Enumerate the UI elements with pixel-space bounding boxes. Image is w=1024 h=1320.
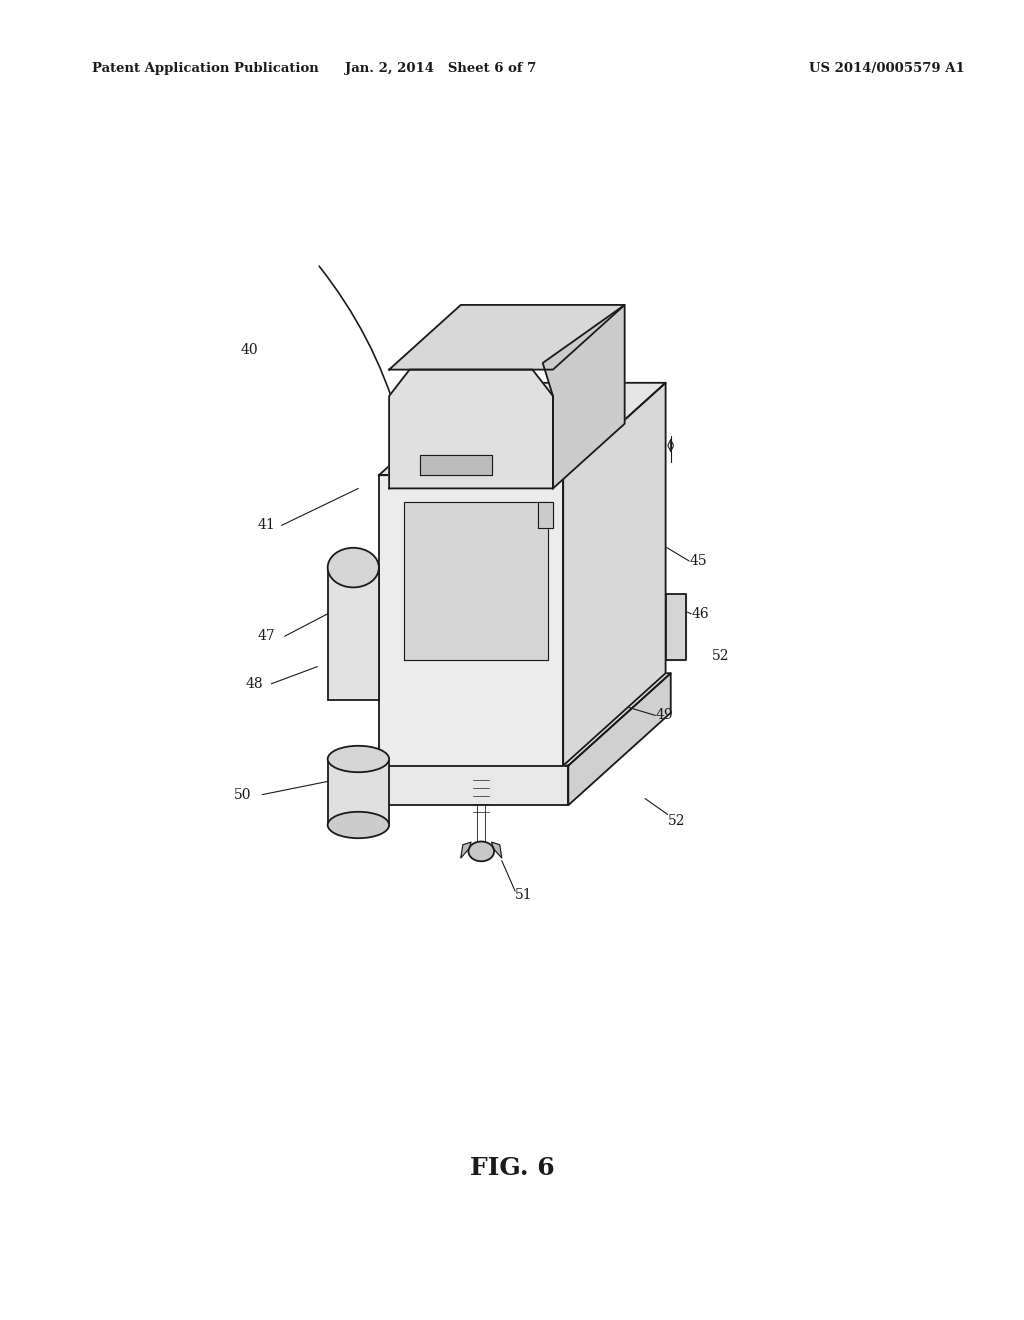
Text: 52: 52: [668, 814, 685, 828]
Polygon shape: [328, 759, 389, 825]
Text: 50: 50: [233, 788, 251, 801]
Polygon shape: [379, 383, 666, 475]
Text: 40: 40: [241, 343, 258, 356]
Text: 45: 45: [689, 554, 707, 568]
Polygon shape: [543, 305, 625, 488]
Text: US 2014/0005579 A1: US 2014/0005579 A1: [809, 62, 965, 75]
Polygon shape: [538, 502, 553, 528]
Polygon shape: [563, 383, 666, 766]
Text: Patent Application Publication: Patent Application Publication: [92, 62, 318, 75]
Polygon shape: [328, 568, 379, 700]
Ellipse shape: [469, 842, 495, 861]
Text: 52: 52: [712, 649, 729, 663]
Ellipse shape: [328, 746, 389, 772]
Polygon shape: [492, 842, 502, 858]
Polygon shape: [568, 673, 671, 805]
Text: 51: 51: [515, 888, 532, 902]
Ellipse shape: [328, 812, 389, 838]
Polygon shape: [374, 766, 568, 805]
Polygon shape: [420, 455, 492, 475]
Polygon shape: [374, 673, 671, 766]
Text: 49: 49: [655, 709, 673, 722]
Ellipse shape: [328, 548, 379, 587]
Text: 41: 41: [258, 519, 275, 532]
Polygon shape: [461, 842, 471, 858]
Text: FIG. 6: FIG. 6: [470, 1156, 554, 1180]
Polygon shape: [379, 475, 563, 766]
Text: 42: 42: [406, 473, 423, 486]
Polygon shape: [666, 594, 686, 660]
Text: 46: 46: [691, 607, 709, 620]
Text: Jan. 2, 2014   Sheet 6 of 7: Jan. 2, 2014 Sheet 6 of 7: [345, 62, 536, 75]
Polygon shape: [389, 305, 625, 370]
Text: 48: 48: [246, 677, 263, 690]
Polygon shape: [389, 370, 553, 488]
Polygon shape: [404, 502, 548, 660]
Text: 47: 47: [258, 630, 275, 643]
